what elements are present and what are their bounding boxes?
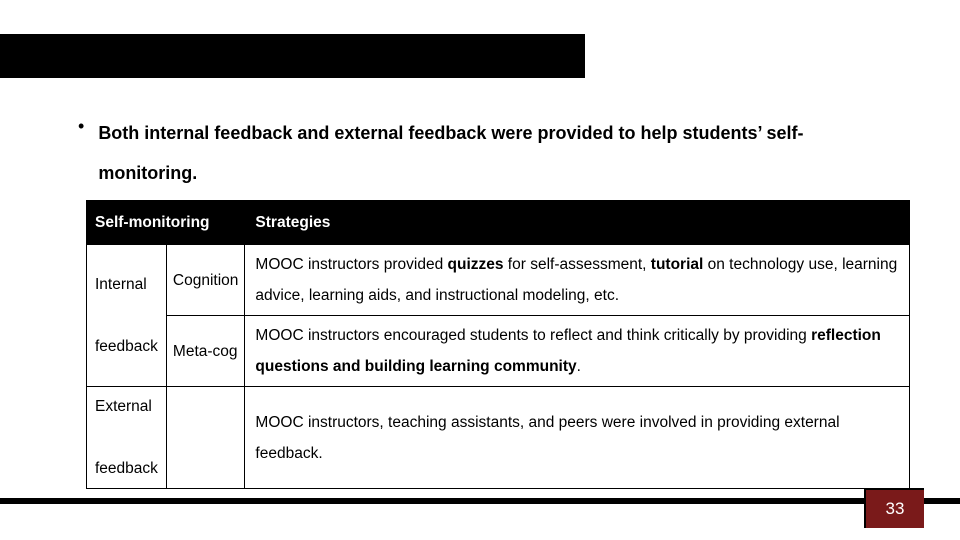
- group-internal-feedback: Internal feedback: [87, 245, 167, 387]
- strategy-cell: MOOC instructors, teaching assistants, a…: [245, 387, 910, 489]
- bullet-dot-icon: •: [78, 114, 84, 139]
- page-number-badge: 33: [864, 488, 924, 528]
- table-header-row: Self-monitoring Strategies: [87, 201, 910, 245]
- header-strategies: Strategies: [245, 201, 910, 245]
- subcat-cognition: Cognition: [166, 245, 245, 316]
- group-label-line: External: [95, 398, 152, 415]
- subcat-metacog: Meta-cog: [166, 316, 245, 387]
- table-row: Meta-cog MOOC instructors encouraged stu…: [87, 316, 910, 387]
- table-row: External feedback MOOC instructors, teac…: [87, 387, 910, 489]
- strategies-table: Self-monitoring Strategies Internal feed…: [86, 200, 910, 489]
- table-row: Internal feedback Cognition MOOC instruc…: [87, 245, 910, 316]
- slide: RQ 1 Strategies to Facilitate Self-monit…: [0, 0, 960, 540]
- page-number: 33: [886, 499, 905, 519]
- group-label-line: Internal: [95, 276, 147, 293]
- bullet-item: • Both internal feedback and external fe…: [78, 114, 898, 193]
- strategy-cell: MOOC instructors encouraged students to …: [245, 316, 910, 387]
- subcat-empty: [166, 387, 245, 489]
- slide-title: RQ 1 Strategies to Facilitate Self-monit…: [36, 40, 476, 64]
- group-label-line: feedback: [95, 338, 158, 355]
- group-label-line: feedback: [95, 460, 158, 477]
- header-self-monitoring: Self-monitoring: [87, 201, 245, 245]
- strategy-cell: MOOC instructors provided quizzes for se…: [245, 245, 910, 316]
- group-external-feedback: External feedback: [87, 387, 167, 489]
- bullet-text: Both internal feedback and external feed…: [98, 114, 898, 193]
- footer-rule: [0, 498, 960, 504]
